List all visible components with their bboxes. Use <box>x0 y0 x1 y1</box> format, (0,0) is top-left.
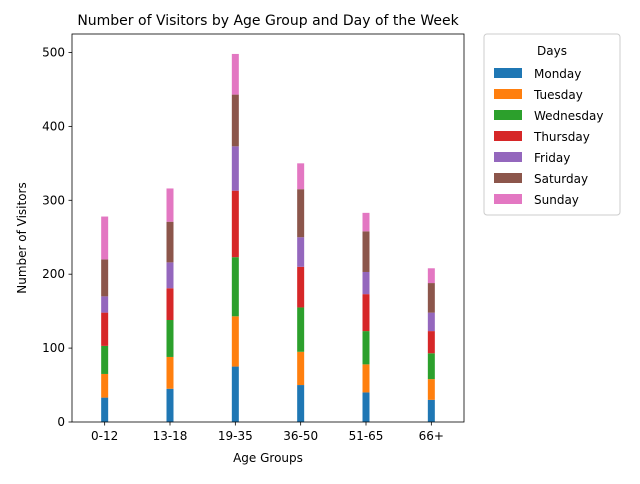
bar-segment-thursday-2 <box>231 190 239 258</box>
bar-segment-monday-3 <box>297 385 305 422</box>
legend: Days Monday Tuesday Wednesday Thursday Friday… <box>483 33 621 216</box>
legend-swatch-tuesday <box>494 89 522 99</box>
bars-group <box>101 53 435 422</box>
legend-label-tuesday: Tuesday <box>533 88 583 102</box>
y-axis-label: Number of Visitors <box>15 182 29 294</box>
bar-segment-monday-5 <box>427 399 435 422</box>
y-tick-label: 400 <box>42 119 65 133</box>
bar-segment-tuesday-5 <box>427 379 435 400</box>
legend-label-sunday: Sunday <box>534 193 579 207</box>
bar-segment-friday-2 <box>231 146 239 191</box>
bar-segment-friday-1 <box>166 262 174 289</box>
chart-title: Number of Visitors by Age Group and Day … <box>77 13 459 29</box>
bar-segment-sunday-0 <box>101 216 109 260</box>
bar-segment-sunday-2 <box>231 53 239 95</box>
bar-segment-monday-1 <box>166 388 174 422</box>
legend-label-friday: Friday <box>534 151 570 165</box>
bar-segment-wednesday-4 <box>362 331 370 365</box>
bar-segment-wednesday-0 <box>101 345 109 374</box>
bar-segment-wednesday-2 <box>231 257 239 317</box>
x-tick-label: 0-12 <box>91 429 118 443</box>
bar-segment-thursday-4 <box>362 294 370 332</box>
x-tick-label: 66+ <box>419 429 444 443</box>
axes-group: 0 100 200 300 400 500 0-12 13-18 19-35 36-50 51-65… <box>42 33 465 443</box>
legend-label-saturday: Saturday <box>534 172 588 186</box>
bar-segment-wednesday-3 <box>297 307 305 352</box>
bar-segment-sunday-1 <box>166 188 174 222</box>
bar-segment-thursday-3 <box>297 266 305 308</box>
bar-segment-wednesday-1 <box>166 320 174 357</box>
bar-segment-tuesday-4 <box>362 364 370 393</box>
bar-segment-tuesday-3 <box>297 351 305 386</box>
legend-swatch-wednesday <box>494 110 522 120</box>
y-tick-label: 0 <box>57 415 65 429</box>
bar-segment-tuesday-2 <box>231 316 239 367</box>
bar-segment-wednesday-5 <box>427 353 435 380</box>
legend-swatch-saturday <box>494 173 522 183</box>
bar-segment-monday-0 <box>101 397 109 422</box>
bar-segment-saturday-1 <box>166 221 174 263</box>
bar-segment-sunday-3 <box>297 163 305 190</box>
bar-segment-saturday-0 <box>101 259 109 297</box>
x-axis-label: Age Groups <box>233 451 303 465</box>
legend-swatch-thursday <box>494 131 522 141</box>
legend-box <box>483 33 621 216</box>
y-tick-label: 500 <box>42 45 65 59</box>
y-tick-label: 200 <box>42 267 65 281</box>
legend-swatch-friday <box>494 152 522 162</box>
bar-segment-monday-4 <box>362 392 370 422</box>
legend-title: Days <box>537 44 567 58</box>
legend-swatch-monday <box>494 68 522 78</box>
x-tick-label: 19-35 <box>218 429 253 443</box>
x-tick-label: 36-50 <box>283 429 318 443</box>
x-tick-label: 51-65 <box>349 429 384 443</box>
plot-frame <box>71 33 465 423</box>
bar-segment-tuesday-1 <box>166 356 174 389</box>
bar-segment-thursday-1 <box>166 288 174 321</box>
bar-segment-saturday-2 <box>231 94 239 147</box>
legend-label-thursday: Thursday <box>533 130 590 144</box>
bar-segment-tuesday-0 <box>101 373 109 398</box>
y-tick-label: 300 <box>42 193 65 207</box>
bar-segment-monday-2 <box>231 366 239 422</box>
legend-swatch-sunday <box>494 194 522 204</box>
bar-segment-friday-4 <box>362 271 370 295</box>
x-tick-label: 13-18 <box>153 429 188 443</box>
bar-segment-friday-0 <box>101 296 109 313</box>
bar-segment-sunday-5 <box>427 268 435 284</box>
bar-segment-saturday-3 <box>297 189 305 238</box>
legend-label-wednesday: Wednesday <box>534 109 603 123</box>
bar-segment-friday-3 <box>297 237 305 267</box>
bar-segment-thursday-5 <box>427 331 435 354</box>
legend-label-monday: Monday <box>534 67 581 81</box>
bar-segment-sunday-4 <box>362 212 370 232</box>
bar-segment-thursday-0 <box>101 312 109 346</box>
y-tick-label: 100 <box>42 341 65 355</box>
bar-segment-saturday-4 <box>362 231 370 272</box>
bar-segment-saturday-5 <box>427 283 435 313</box>
bar-segment-friday-5 <box>427 312 435 332</box>
